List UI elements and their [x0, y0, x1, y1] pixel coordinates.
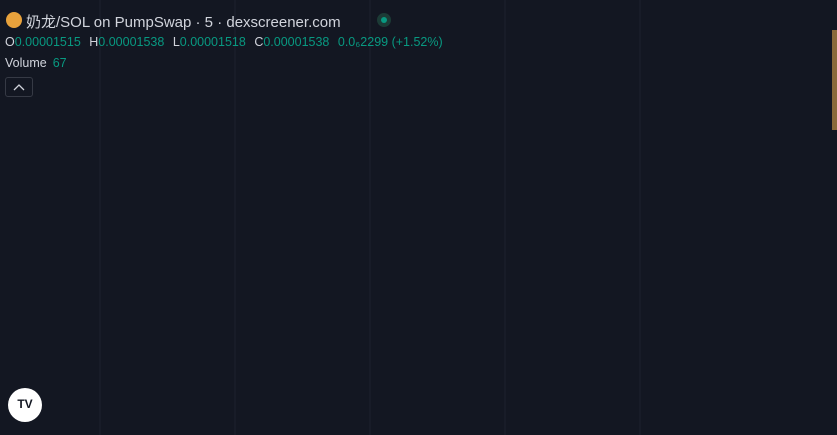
- volume-label: Volume: [5, 56, 47, 70]
- open-value: 0.00001515: [14, 35, 81, 49]
- token-logo: [6, 12, 22, 28]
- tradingview-logo[interactable]: [8, 388, 42, 422]
- scrollbar[interactable]: [832, 30, 837, 130]
- h-label: H: [89, 35, 99, 49]
- change-value: 0.0₆2299 (+1.52%): [337, 35, 443, 49]
- pair-title: 奶龙/SOL on PumpSwap · 5 · dexscreener.com: [26, 14, 341, 31]
- logo-mark: TV: [17, 397, 32, 411]
- ohlc-legend: O0.00001515 H0.00001538 L0.00001518 C0.0…: [5, 35, 448, 49]
- volume-value: 67: [52, 56, 67, 70]
- collapse-button[interactable]: [5, 77, 33, 97]
- l-label: L: [172, 35, 180, 49]
- volume-legend: Volume 67: [5, 56, 67, 70]
- low-value: 0.00001518: [179, 35, 246, 49]
- o-label: O: [5, 35, 15, 49]
- status-dot: [381, 17, 387, 23]
- high-value: 0.00001538: [98, 35, 165, 49]
- caret: [13, 84, 25, 91]
- vertical-grid: [99, 0, 641, 435]
- c-label: C: [254, 35, 264, 49]
- close-value: 0.00001538: [263, 35, 330, 49]
